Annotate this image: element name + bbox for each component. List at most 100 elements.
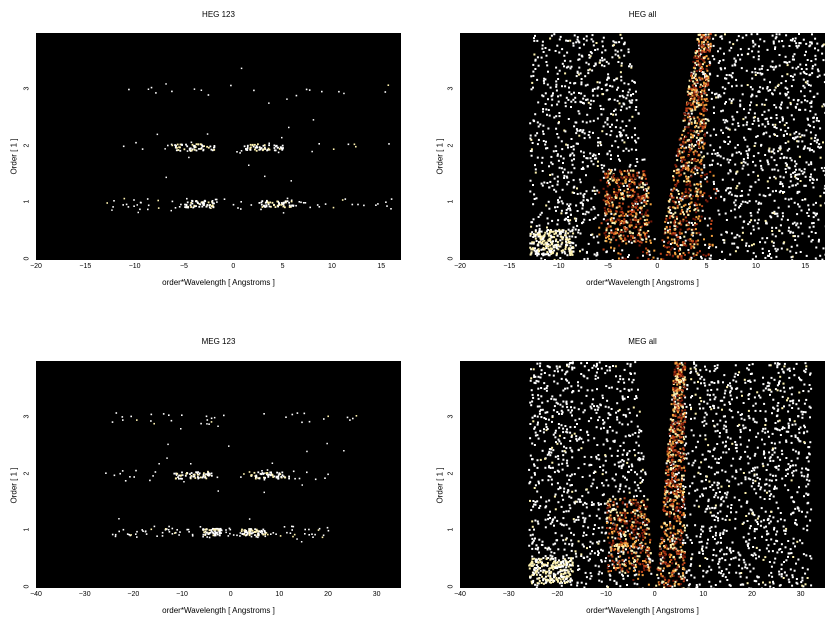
event-point: [166, 528, 168, 530]
event-point: [565, 537, 568, 540]
event-point: [180, 428, 182, 430]
event-point: [636, 234, 639, 237]
event-point: [207, 471, 209, 473]
event-point: [207, 94, 210, 96]
event-point: [554, 532, 557, 535]
event-point: [784, 92, 787, 95]
event-point: [599, 141, 602, 143]
event-point: [766, 491, 768, 494]
event-point: [620, 207, 623, 210]
event-point: [703, 104, 706, 107]
event-point: [649, 203, 652, 206]
event-point: [619, 234, 622, 237]
event-point: [141, 148, 144, 150]
event-point: [286, 531, 288, 534]
event-point: [800, 170, 803, 173]
event-point: [267, 203, 270, 206]
event-point: [701, 493, 704, 496]
event-point: [766, 159, 769, 162]
event-point: [787, 578, 790, 581]
event-point: [604, 194, 607, 197]
event-point: [704, 122, 707, 125]
event-point: [690, 429, 693, 432]
event-point: [594, 62, 597, 65]
event-point: [566, 387, 569, 390]
event-point: [202, 473, 205, 476]
event-point: [540, 416, 543, 419]
event-point: [703, 49, 705, 52]
event-point: [670, 196, 673, 199]
event-point: [608, 232, 611, 235]
event-point: [135, 141, 137, 144]
event-point: [285, 416, 287, 418]
event-point: [775, 36, 778, 39]
event-point: [252, 145, 255, 148]
event-point: [769, 364, 772, 367]
event-point: [704, 99, 707, 102]
event-point: [812, 126, 815, 129]
event-point: [711, 243, 714, 246]
event-point: [563, 59, 566, 62]
event-point: [757, 119, 760, 122]
event-point: [732, 379, 735, 382]
event-point: [634, 560, 637, 563]
event-point: [776, 85, 779, 87]
event-point: [741, 36, 744, 39]
event-point: [690, 112, 693, 115]
event-point: [733, 201, 736, 204]
event-point: [355, 145, 357, 148]
event-point: [793, 40, 796, 43]
event-point: [731, 72, 734, 75]
event-point: [546, 242, 549, 245]
event-point: [698, 76, 701, 79]
event-point: [719, 146, 722, 149]
event-point: [710, 466, 713, 469]
event-point: [779, 181, 782, 184]
event-point: [683, 235, 686, 238]
event-point: [685, 183, 688, 186]
event-point: [578, 53, 581, 56]
event-point: [646, 200, 649, 202]
event-point: [689, 243, 692, 246]
event-point: [595, 157, 598, 160]
event-point: [322, 534, 325, 537]
event-point: [646, 209, 649, 212]
event-point: [591, 88, 594, 91]
event-point: [553, 370, 556, 373]
event-point: [579, 181, 582, 184]
event-point: [534, 168, 537, 171]
event-point: [781, 368, 784, 371]
event-point: [786, 472, 789, 475]
event-point: [692, 224, 695, 226]
event-point: [740, 190, 743, 192]
event-point: [696, 81, 699, 84]
event-point: [623, 238, 626, 241]
event-point: [721, 495, 724, 498]
event-point: [569, 362, 572, 364]
event-point: [592, 100, 595, 103]
event-point: [812, 211, 815, 214]
event-point: [693, 183, 696, 186]
event-point: [733, 242, 736, 245]
event-point: [791, 574, 794, 577]
event-point: [545, 245, 548, 248]
event-point: [751, 244, 753, 247]
event-point: [620, 79, 623, 82]
event-point: [810, 100, 813, 103]
event-point: [556, 234, 559, 237]
event-point: [635, 158, 638, 160]
x-tick-label: 0: [228, 591, 233, 598]
event-point: [635, 148, 638, 151]
event-point: [286, 197, 289, 200]
event-point: [807, 460, 810, 463]
event-point: [725, 553, 728, 556]
event-point: [554, 542, 557, 545]
event-point: [125, 203, 128, 206]
event-point: [692, 245, 695, 248]
event-point: [703, 424, 706, 427]
event-point: [731, 123, 734, 126]
event-point: [590, 208, 593, 211]
event-point: [775, 539, 778, 542]
event-point: [575, 142, 578, 145]
event-point: [701, 195, 704, 198]
